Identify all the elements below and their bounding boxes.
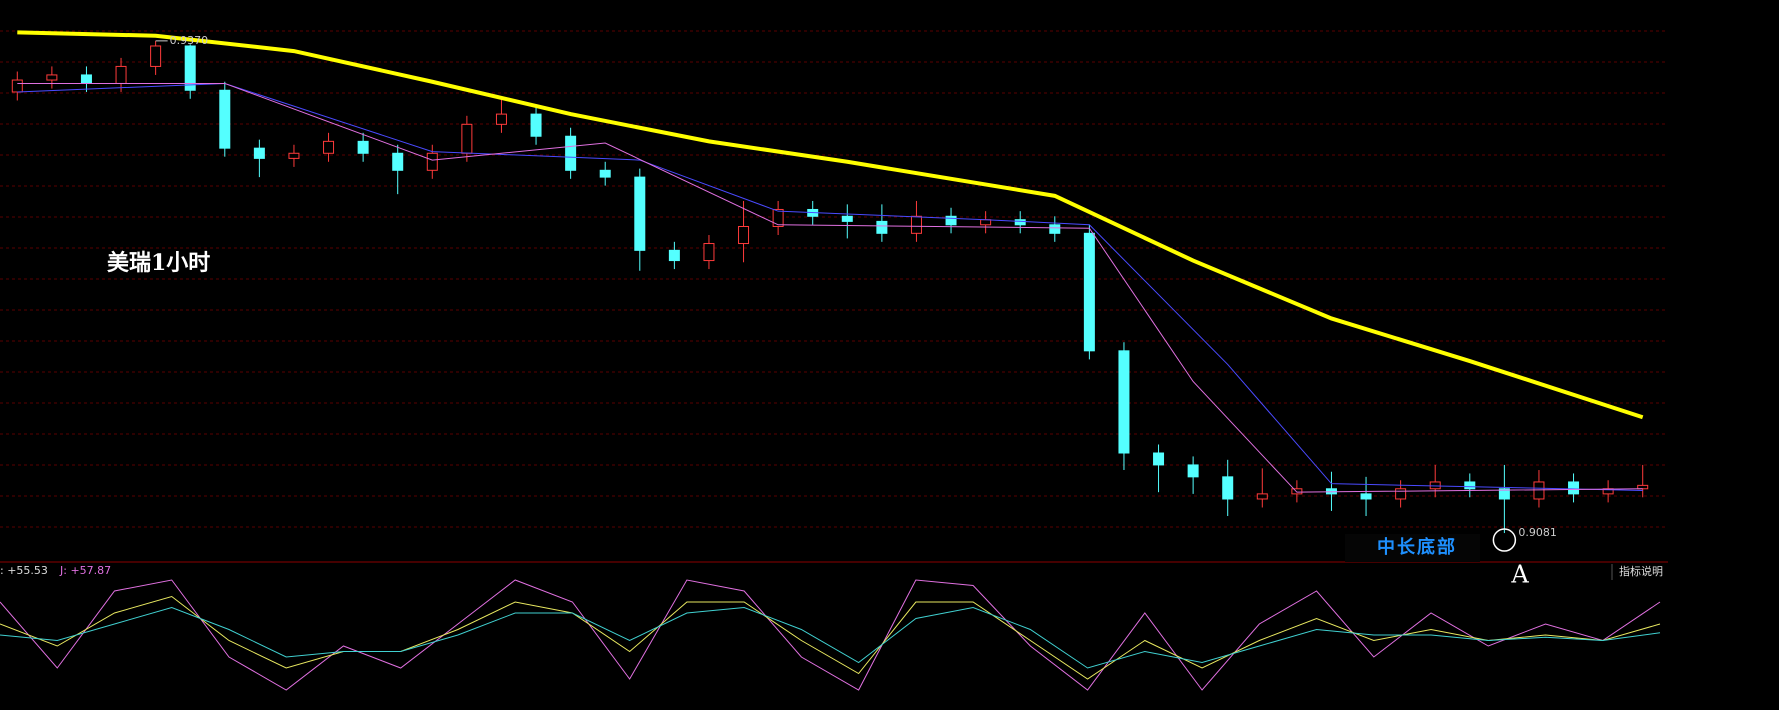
candle-body [357,140,369,154]
candle-body [945,215,957,226]
candle-body [115,65,127,84]
kdj-line [0,606,1661,669]
candle-body [738,226,750,245]
candle-body [219,89,231,149]
candle-body [426,152,438,171]
candle-body [323,140,335,154]
candle-body [565,135,577,171]
candle-body [634,176,646,251]
grid [0,30,1668,528]
candle-body [46,74,58,81]
candle-body [11,79,23,93]
candle-body [150,45,162,67]
candle-body [1187,464,1199,478]
candle-body [288,152,300,159]
candle-body [876,220,888,234]
candle-body [1291,488,1303,495]
candle-body [772,208,784,228]
candle-body [184,45,196,91]
indicator-label: J: +57.87 [59,564,111,577]
chart-title: 美瑞1小时 [107,250,210,276]
candle-body [1014,219,1026,226]
candle-body [910,215,922,234]
ma-line [17,82,1643,493]
low-circle [1492,528,1517,552]
candle-body [495,113,507,125]
candle-body [1083,232,1095,352]
kdj-line [0,595,1661,680]
candle-body [1464,481,1476,490]
candle-body [668,249,680,262]
candle-body [1118,350,1130,454]
candle-body [1049,224,1061,234]
kdj-line [0,579,1661,691]
candle-body [1498,488,1510,500]
candle-body [1568,481,1580,495]
high-label: 0.9370 [170,34,209,47]
candle-body [599,169,611,178]
candle-body [530,113,542,137]
candle-body [1222,476,1234,500]
candle-body [1256,493,1268,500]
candle-body [703,243,715,262]
marker-letter: A [1510,561,1529,589]
candle-body [253,147,265,159]
indicator-label: : +55.53 [0,564,48,577]
candle-body [461,123,473,154]
candle-body [1360,493,1372,500]
annotation: 中长底部 [1377,536,1457,558]
indicator-button[interactable]: 指标说明 [1619,564,1663,578]
candle-body [841,215,853,222]
annotation-box [1345,534,1480,562]
candle-body [1395,488,1407,500]
candle-body [392,152,404,171]
ma-line [17,30,1644,420]
low-label: 0.9081 [1518,526,1557,539]
candle-body [1637,484,1649,490]
ma-line [17,82,1643,491]
candle-body [1533,481,1545,500]
candle-body [1153,452,1165,466]
candle-body [980,219,992,226]
candle-body [80,74,92,84]
